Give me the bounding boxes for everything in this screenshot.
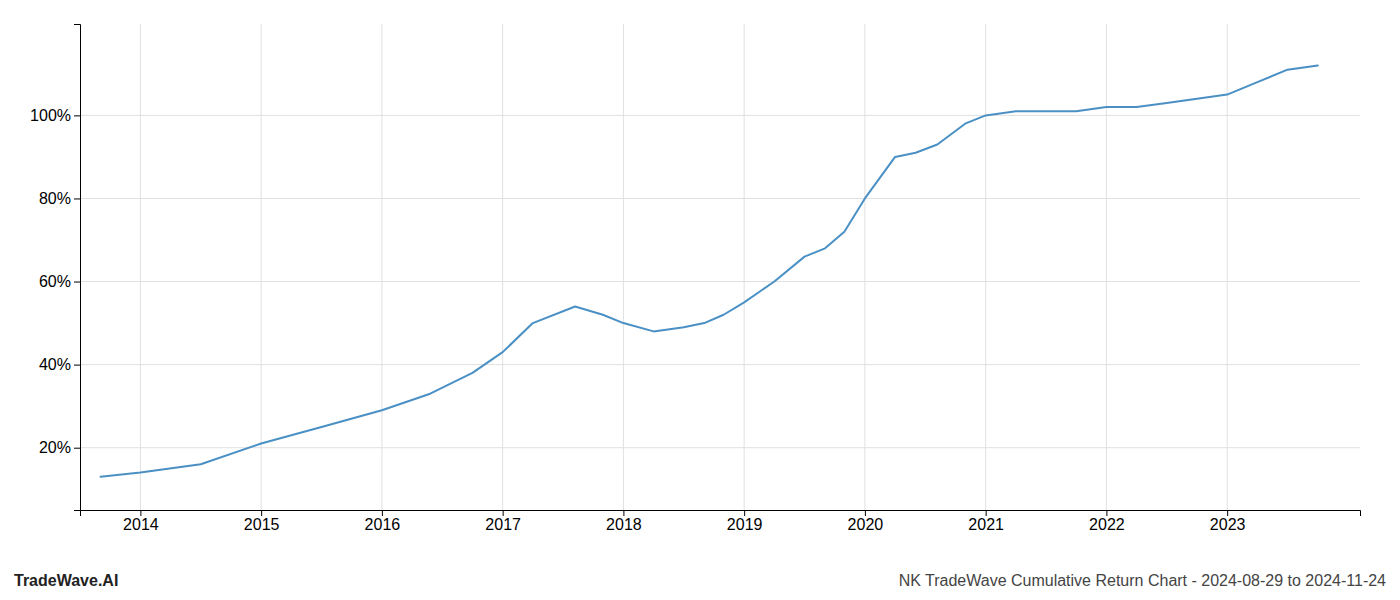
grid-line: [381, 24, 382, 510]
x-axis: 2014 2015 2016 2017 2018 2019 2020 2021 2022 2023: [81, 510, 1361, 533]
grid-line: [502, 24, 503, 510]
tick: 2020: [848, 510, 884, 533]
watermark: TradeWave.AI: [14, 572, 118, 589]
tick-mark: [1106, 510, 1107, 516]
tick-label: 2018: [606, 516, 642, 533]
tick-label: 2023: [1210, 516, 1246, 533]
tick: 100%: [30, 107, 80, 124]
tick-label: 2014: [123, 516, 159, 533]
tick-label: 2016: [365, 516, 401, 533]
tick-mark: [382, 510, 383, 516]
tick-mark: [74, 282, 80, 283]
tick: 60%: [39, 273, 80, 290]
chart: 2014 2015 2016 2017 2018 2019 2020 2021 2022 2023…: [0, 0, 1400, 600]
tick: 2016: [365, 510, 401, 533]
grid-line: [80, 281, 1360, 282]
line: [101, 66, 1318, 477]
tick: 40%: [39, 356, 80, 373]
tick-mark: [503, 510, 504, 516]
grid-line: [80, 447, 1360, 448]
grid-line: [261, 24, 262, 510]
grid-line: [80, 115, 1360, 116]
y-axis: 20% 40% 60% 80% 100%: [30, 25, 80, 511]
tick-label: 2020: [848, 516, 884, 533]
axis-line: [81, 511, 1361, 517]
tick-label: 2021: [968, 516, 1004, 533]
tick: 2018: [606, 510, 642, 533]
tick-mark: [140, 510, 141, 516]
tick-mark: [74, 115, 80, 116]
tick: 2023: [1210, 510, 1246, 533]
axis-line: [74, 25, 81, 511]
title: NK TradeWave Cumulative Return Chart - 2…: [899, 572, 1386, 589]
tick-label: 40%: [39, 356, 71, 373]
tick-mark: [986, 510, 987, 516]
tick: 2021: [968, 510, 1004, 533]
marks: [101, 66, 1318, 477]
tick: 2019: [727, 510, 763, 533]
grid-line: [1106, 24, 1107, 510]
grid-line: [623, 24, 624, 510]
tick: 2015: [244, 510, 280, 533]
tick-label: 60%: [39, 273, 71, 290]
tick-label: 20%: [39, 439, 71, 456]
grid-line: [80, 198, 1360, 199]
tick-label: 2017: [485, 516, 521, 533]
tick: 2022: [1089, 510, 1125, 533]
tick-mark: [261, 510, 262, 516]
grid-line: [1227, 24, 1228, 510]
tick-label: 2019: [727, 516, 763, 533]
tick: 2014: [123, 510, 159, 533]
tick: 2017: [485, 510, 521, 533]
grid-line: [744, 24, 745, 510]
grid: [80, 24, 1360, 510]
grid-line: [864, 24, 865, 510]
tick: 80%: [39, 190, 80, 207]
tick-mark: [865, 510, 866, 516]
grid-line: [80, 364, 1360, 365]
tick-mark: [74, 198, 80, 199]
tick-mark: [74, 365, 80, 366]
tick-mark: [74, 448, 80, 449]
tick: 20%: [39, 439, 80, 456]
grid-line: [985, 24, 986, 510]
tick-mark: [623, 510, 624, 516]
tick-label: 100%: [30, 107, 71, 124]
tick-mark: [1227, 510, 1228, 516]
tick-label: 80%: [39, 190, 71, 207]
plot: 2014 2015 2016 2017 2018 2019 2020 2021 2022 2023…: [30, 24, 1360, 533]
tick-label: 2022: [1089, 516, 1125, 533]
tick-label: 2015: [244, 516, 280, 533]
tick-mark: [744, 510, 745, 516]
grid-line: [140, 24, 141, 510]
